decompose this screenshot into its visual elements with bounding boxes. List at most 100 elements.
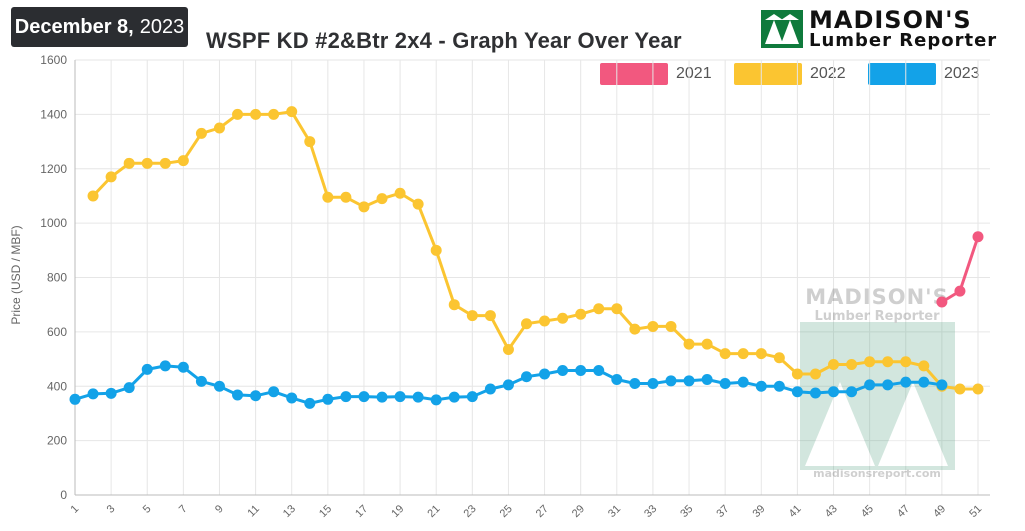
data-point-2022 <box>448 299 460 311</box>
data-point-2023 <box>575 364 587 376</box>
data-point-2023 <box>123 382 135 394</box>
data-point-2022 <box>791 368 803 380</box>
data-point-2022 <box>87 190 99 202</box>
data-point-2023 <box>521 371 532 383</box>
date-year: 2023 <box>139 15 185 38</box>
data-point-2022 <box>232 108 244 120</box>
data-point-2022 <box>701 338 713 350</box>
data-point-2022 <box>412 198 424 210</box>
data-point-2023 <box>755 380 767 392</box>
x-tick-label: 31 <box>606 503 623 520</box>
data-point-2023 <box>593 364 605 376</box>
data-point-2023 <box>286 392 298 404</box>
data-point-2023 <box>936 379 948 391</box>
data-point-2022 <box>972 383 984 395</box>
data-point-2022 <box>268 108 280 120</box>
data-point-2023 <box>611 373 623 385</box>
y-tick-label: 0 <box>60 488 67 502</box>
x-tick-label: 37 <box>714 503 731 520</box>
data-point-2023 <box>376 391 388 403</box>
data-point-2023 <box>737 376 749 388</box>
data-point-2023 <box>665 375 677 387</box>
data-point-2022 <box>286 106 298 118</box>
data-point-2023 <box>141 363 153 375</box>
data-point-2023 <box>105 387 117 399</box>
data-point-2023 <box>484 383 496 395</box>
y-tick-label: 1600 <box>40 53 67 67</box>
x-tick-label: 3 <box>105 503 118 516</box>
data-point-2022 <box>340 191 352 203</box>
madisons-logo: MADISON'S Lumber Reporter <box>761 7 1021 50</box>
data-point-2023 <box>773 380 785 392</box>
date-badge: December 8, 2023 <box>11 7 188 47</box>
data-point-2022 <box>521 318 532 330</box>
logo-title: MADISON'S <box>809 5 972 34</box>
x-tick-label: 11 <box>245 503 262 520</box>
x-tick-label: 39 <box>750 503 767 520</box>
data-point-2023 <box>304 397 316 409</box>
data-point-2022 <box>773 352 785 364</box>
data-point-2022 <box>177 155 189 167</box>
data-point-2021 <box>954 285 966 297</box>
x-tick-label: 1 <box>69 503 82 516</box>
x-tick-label: 45 <box>859 503 876 520</box>
data-point-2022 <box>376 193 388 205</box>
data-point-2023 <box>213 380 225 392</box>
data-point-2023 <box>358 391 370 403</box>
data-point-2022 <box>250 108 262 120</box>
chart-title: WSPF KD #2&Btr 2x4 - Graph Year Over Yea… <box>206 28 682 53</box>
data-point-2022 <box>629 323 641 335</box>
data-point-2023 <box>340 391 352 403</box>
legend-item-2023[interactable]: 2023 <box>868 63 996 85</box>
data-point-2023 <box>268 386 280 398</box>
data-point-2022 <box>647 320 659 332</box>
data-point-2022 <box>466 310 478 322</box>
data-point-2022 <box>575 308 587 320</box>
data-point-2023 <box>918 376 930 388</box>
y-tick-label: 1200 <box>40 162 67 176</box>
data-point-2022 <box>322 191 334 203</box>
x-tick-label: 27 <box>534 503 551 520</box>
data-point-2022 <box>502 344 514 356</box>
x-tick-label: 49 <box>931 503 948 520</box>
watermark-title: MADISON'S <box>805 285 949 309</box>
watermark-box <box>800 322 955 470</box>
data-point-2022 <box>864 356 876 368</box>
data-point-2022 <box>809 368 821 380</box>
x-tick-label: 33 <box>642 503 659 520</box>
data-point-2022 <box>900 356 912 368</box>
data-point-2022 <box>719 348 731 360</box>
legend-swatch-2023 <box>868 63 936 85</box>
data-point-2023 <box>864 379 876 391</box>
y-tick-label: 1400 <box>40 107 67 121</box>
legend-item-2022[interactable]: 2022 <box>734 63 862 85</box>
data-point-2022 <box>539 315 551 327</box>
x-tick-label: 13 <box>281 503 298 520</box>
watermark-url: madisonsreport.com <box>813 467 941 480</box>
x-tick-label: 9 <box>213 503 226 516</box>
data-point-2023 <box>719 378 731 390</box>
y-tick-label: 800 <box>47 271 67 285</box>
x-tick-label: 25 <box>498 503 515 520</box>
data-point-2022 <box>123 157 135 169</box>
watermark-tree-icon <box>805 382 875 466</box>
data-point-2023 <box>539 368 551 380</box>
x-tick-label: 43 <box>823 503 840 520</box>
data-point-2022 <box>882 356 894 368</box>
x-tick-label: 21 <box>425 503 442 520</box>
data-point-2022 <box>918 360 930 372</box>
data-point-2023 <box>683 375 695 387</box>
data-point-2023 <box>466 391 478 403</box>
x-tick-label: 15 <box>317 503 334 520</box>
data-point-2022 <box>484 310 496 322</box>
x-tick-label: 23 <box>462 503 479 520</box>
data-point-2023 <box>828 386 840 398</box>
data-point-2023 <box>629 378 641 390</box>
data-point-2022 <box>737 348 749 360</box>
data-point-2023 <box>232 389 244 401</box>
data-point-2023 <box>809 387 821 399</box>
data-point-2023 <box>448 391 460 403</box>
data-point-2021 <box>972 231 984 243</box>
data-point-2023 <box>791 386 803 398</box>
